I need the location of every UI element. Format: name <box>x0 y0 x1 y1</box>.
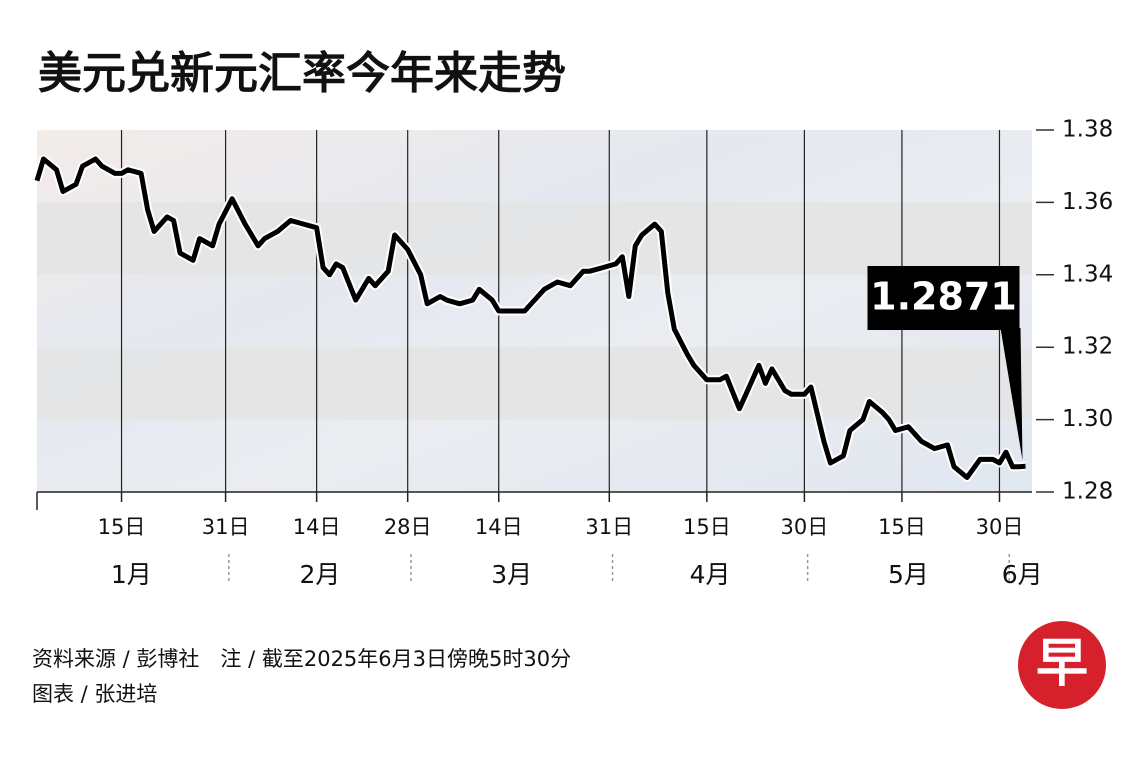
logo <box>1018 621 1106 709</box>
y-tick-label: 1.28 <box>1062 479 1113 505</box>
x-tick-label: 30日 <box>781 515 829 539</box>
month-label: 1月 <box>111 560 152 589</box>
y-tick-label: 1.32 <box>1062 334 1113 360</box>
month-label: 5月 <box>888 560 929 589</box>
month-label: 3月 <box>491 560 532 589</box>
y-tick-label: 1.30 <box>1062 406 1113 432</box>
x-tick-label: 31日 <box>202 515 250 539</box>
x-tick-label: 14日 <box>293 515 341 539</box>
x-tick-label: 31日 <box>585 515 633 539</box>
x-tick-label: 14日 <box>475 515 523 539</box>
chart-title: 美元兑新元汇率今年来走势 <box>38 48 566 99</box>
annotation-pointer <box>1000 328 1023 461</box>
month-label: 6月 <box>1002 560 1043 589</box>
x-tick-label: 15日 <box>878 515 926 539</box>
credit: 图表 / 张进培 <box>32 682 157 706</box>
photo-background <box>37 130 1032 492</box>
y-tick-label: 1.36 <box>1062 189 1113 215</box>
month-label: 4月 <box>690 560 731 589</box>
line <box>34 156 1026 480</box>
x-tick-label: 15日 <box>683 515 731 539</box>
y-tick-label: 1.38 <box>1062 117 1113 143</box>
logo-glyph: 早 <box>1036 634 1088 694</box>
x-tick-label: 15日 <box>98 515 146 539</box>
source-note: 资料来源 / 彭博社 注 / 截至2025年6月3日傍晚5时30分 <box>32 647 571 671</box>
grid-band <box>37 202 1032 275</box>
month-label: 2月 <box>299 560 340 589</box>
plot-background <box>37 130 1032 492</box>
y-tick-label: 1.34 <box>1062 261 1113 287</box>
x-tick-label: 28日 <box>384 515 432 539</box>
x-tick-label: 30日 <box>976 515 1024 539</box>
annotation-box <box>867 266 1020 330</box>
annotation-text: 1.2871 <box>870 275 1017 319</box>
